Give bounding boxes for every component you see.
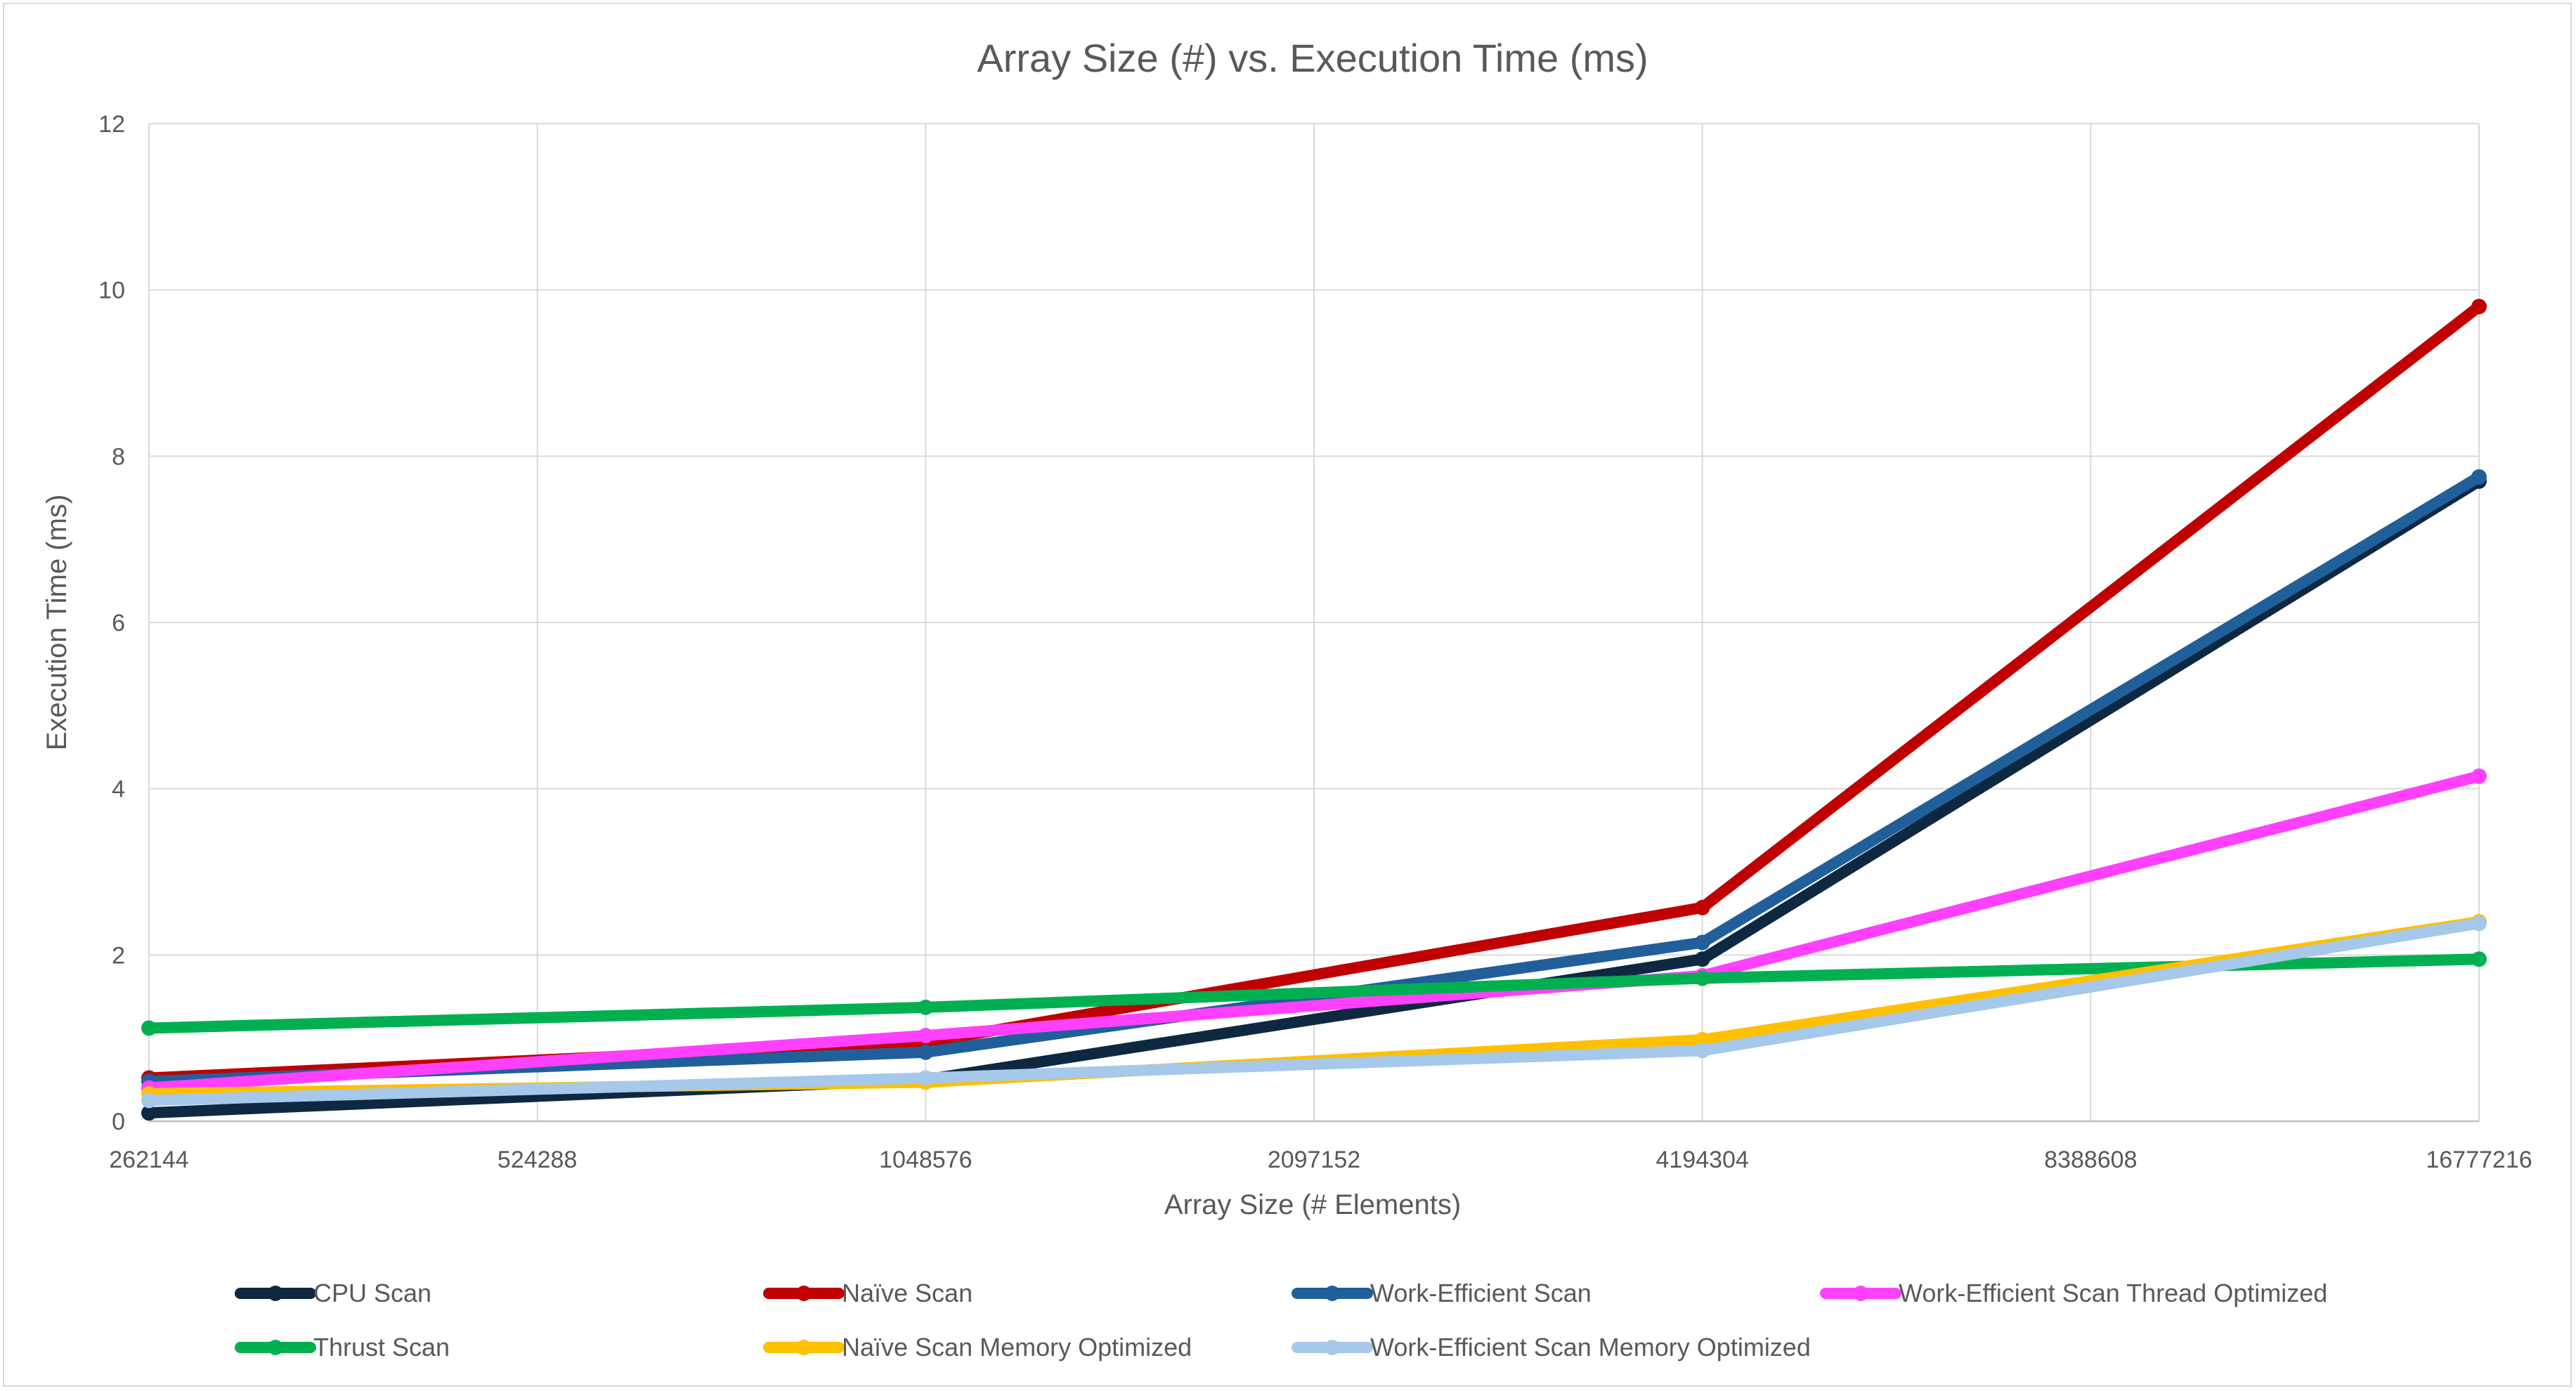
legend-label: Work-Efficient Scan Memory Optimized [1370,1333,1811,1361]
chart-frame: 0 2 4 6 8 10 12 262144 524288 1048576 2097152 41943… [3,3,2572,1387]
data-point [2471,299,2487,315]
legend-item: Work-Efficient Scan Thread Optimized [1820,1279,2327,1307]
x-tick-label: 524288 [497,1147,577,1173]
data-point [1694,934,1710,951]
y-tick-label: 10 [98,277,125,304]
series-layer [141,299,2487,1121]
data-point [1694,951,1710,967]
y-tick-label: 12 [98,111,125,138]
data-point [1694,1032,1710,1048]
legend: CPU Scan Naïve Scan Work-Efficient Scan Wor… [235,1279,2327,1361]
x-tick-label: 262144 [109,1147,188,1173]
data-point [918,1070,934,1086]
series-thrust-scan [141,951,2487,1036]
legend-item: Work-Efficient Scan Memory Optimized [1292,1333,1811,1361]
legend-item: Work-Efficient Scan [1292,1279,1592,1307]
data-point [918,1028,934,1044]
y-axis-title: Execution Time (ms) [41,495,72,751]
legend-item: CPU Scan [235,1279,431,1307]
data-point [2471,768,2487,784]
legend-label: Work-Efficient Scan Thread Optimized [1899,1279,2327,1307]
x-tick-label: 1048576 [879,1147,972,1173]
legend-item: Thrust Scan [235,1333,450,1361]
legend-swatch-marker [796,1340,812,1355]
x-tick-label: 16777216 [2426,1147,2532,1173]
series-work-efficient-scan-memory-optimized [141,915,2487,1109]
legend-swatch-marker [1853,1286,1868,1301]
data-point [918,1044,934,1060]
line-chart: 0 2 4 6 8 10 12 262144 524288 1048576 2097152 41943… [41,36,2532,1361]
legend-item: Naïve Scan [763,1279,972,1307]
legend-swatch-marker [1325,1286,1340,1301]
data-point [1694,970,1710,986]
series-line [143,475,2485,1119]
y-tick-label: 4 [112,776,125,803]
y-tick-label: 0 [112,1109,125,1135]
label-layer: Array Size (#) vs. Execution Time (ms) A… [41,36,1648,1220]
x-tick-label: 4194304 [1655,1147,1748,1173]
series-line [143,917,2485,1106]
legend-swatch-marker [796,1286,812,1301]
data-point [2471,469,2487,485]
y-tick-label: 2 [112,942,125,969]
legend-label: CPU Scan [313,1279,431,1307]
data-point [1694,899,1710,915]
legend-label: Thrust Scan [313,1333,450,1361]
data-point [918,999,934,1015]
y-tick-label: 6 [112,610,125,636]
data-point [141,1105,157,1121]
series-line [143,953,2485,1034]
data-point [141,1092,157,1109]
legend-label: Work-Efficient Scan [1370,1279,1592,1307]
legend-label: Naïve Scan Memory Optimized [842,1333,1192,1361]
legend-swatch-marker [1325,1340,1340,1355]
y-tick-label: 8 [112,443,125,470]
legend-swatch-marker [268,1286,283,1301]
axis-layer: 0 2 4 6 8 10 12 262144 524288 1048576 2097152 41943… [98,111,2532,1173]
legend-label: Naïve Scan [842,1279,972,1307]
data-point [2471,915,2487,932]
data-point [2471,951,2487,967]
x-axis-title: Array Size (# Elements) [1164,1189,1461,1220]
chart-title: Array Size (#) vs. Execution Time (ms) [977,36,1648,80]
data-point [1694,1043,1710,1059]
x-tick-label: 2097152 [1268,1147,1360,1173]
series-line [143,770,2485,1094]
legend-swatch-marker [268,1340,283,1355]
data-point [141,1020,157,1036]
legend-item: Naïve Scan Memory Optimized [763,1333,1192,1361]
x-tick-label: 8388608 [2044,1147,2137,1173]
